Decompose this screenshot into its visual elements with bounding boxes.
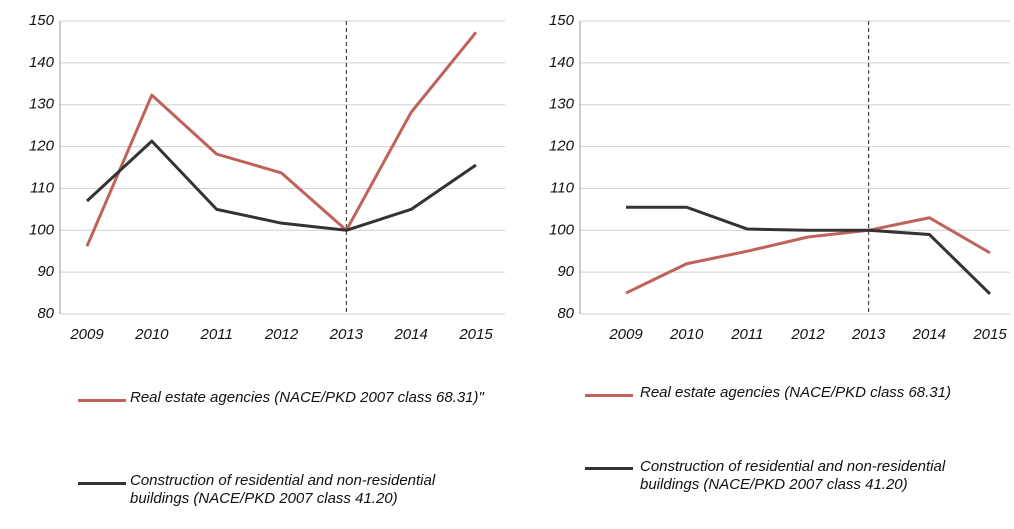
x-tick-label: 2013 <box>851 326 886 343</box>
x-tick-label: 2010 <box>669 326 704 343</box>
y-tick-label: 140 <box>29 54 55 71</box>
y-tick-label: 90 <box>37 263 54 280</box>
x-tick-label: 2015 <box>972 326 1007 343</box>
y-tick-label: 110 <box>550 179 575 196</box>
x-tick-label: 2014 <box>912 326 946 343</box>
x-tick-label: 2010 <box>134 326 169 343</box>
x-tick-label: 2009 <box>608 326 643 343</box>
y-tick-label: 110 <box>30 179 55 196</box>
y-tick-label: 90 <box>557 263 574 280</box>
x-tick-label: 2011 <box>200 326 233 343</box>
y-tick-label: 100 <box>29 221 55 238</box>
series-line <box>85 31 478 247</box>
y-tick-label: 150 <box>29 12 55 29</box>
x-tick-label: 2012 <box>790 326 825 343</box>
x-tick-label: 2014 <box>393 326 427 343</box>
series-line <box>85 139 477 232</box>
y-tick-label: 130 <box>549 96 575 113</box>
series-line <box>625 216 991 295</box>
series-line <box>626 205 992 295</box>
y-tick-label: 80 <box>557 305 574 322</box>
y-tick-label: 140 <box>549 54 575 71</box>
y-tick-label: 150 <box>549 12 575 29</box>
y-tick-label: 130 <box>29 96 55 113</box>
x-tick-label: 2009 <box>69 326 104 343</box>
legend-label: Real estate agencies (NACE/PKD 2007 clas… <box>130 389 484 406</box>
legend-swatch <box>585 467 633 470</box>
legend-label: Construction of residential and non-resi… <box>130 472 436 507</box>
x-tick-label: 2015 <box>458 326 493 343</box>
legend-swatch <box>78 399 126 402</box>
y-tick-label: 120 <box>29 138 55 155</box>
legend-label: Real estate agencies (NACE/PKD class 68.… <box>640 384 951 401</box>
y-tick-label: 120 <box>549 138 575 155</box>
y-tick-label: 80 <box>37 305 54 322</box>
x-tick-label: 2013 <box>329 326 364 343</box>
x-tick-label: 2011 <box>730 326 763 343</box>
legend-swatch <box>78 482 126 485</box>
y-tick-label: 100 <box>549 221 575 238</box>
legend-swatch <box>585 394 633 397</box>
x-tick-label: 2012 <box>264 326 299 343</box>
legend-label: Construction of residential and non-resi… <box>640 458 946 493</box>
